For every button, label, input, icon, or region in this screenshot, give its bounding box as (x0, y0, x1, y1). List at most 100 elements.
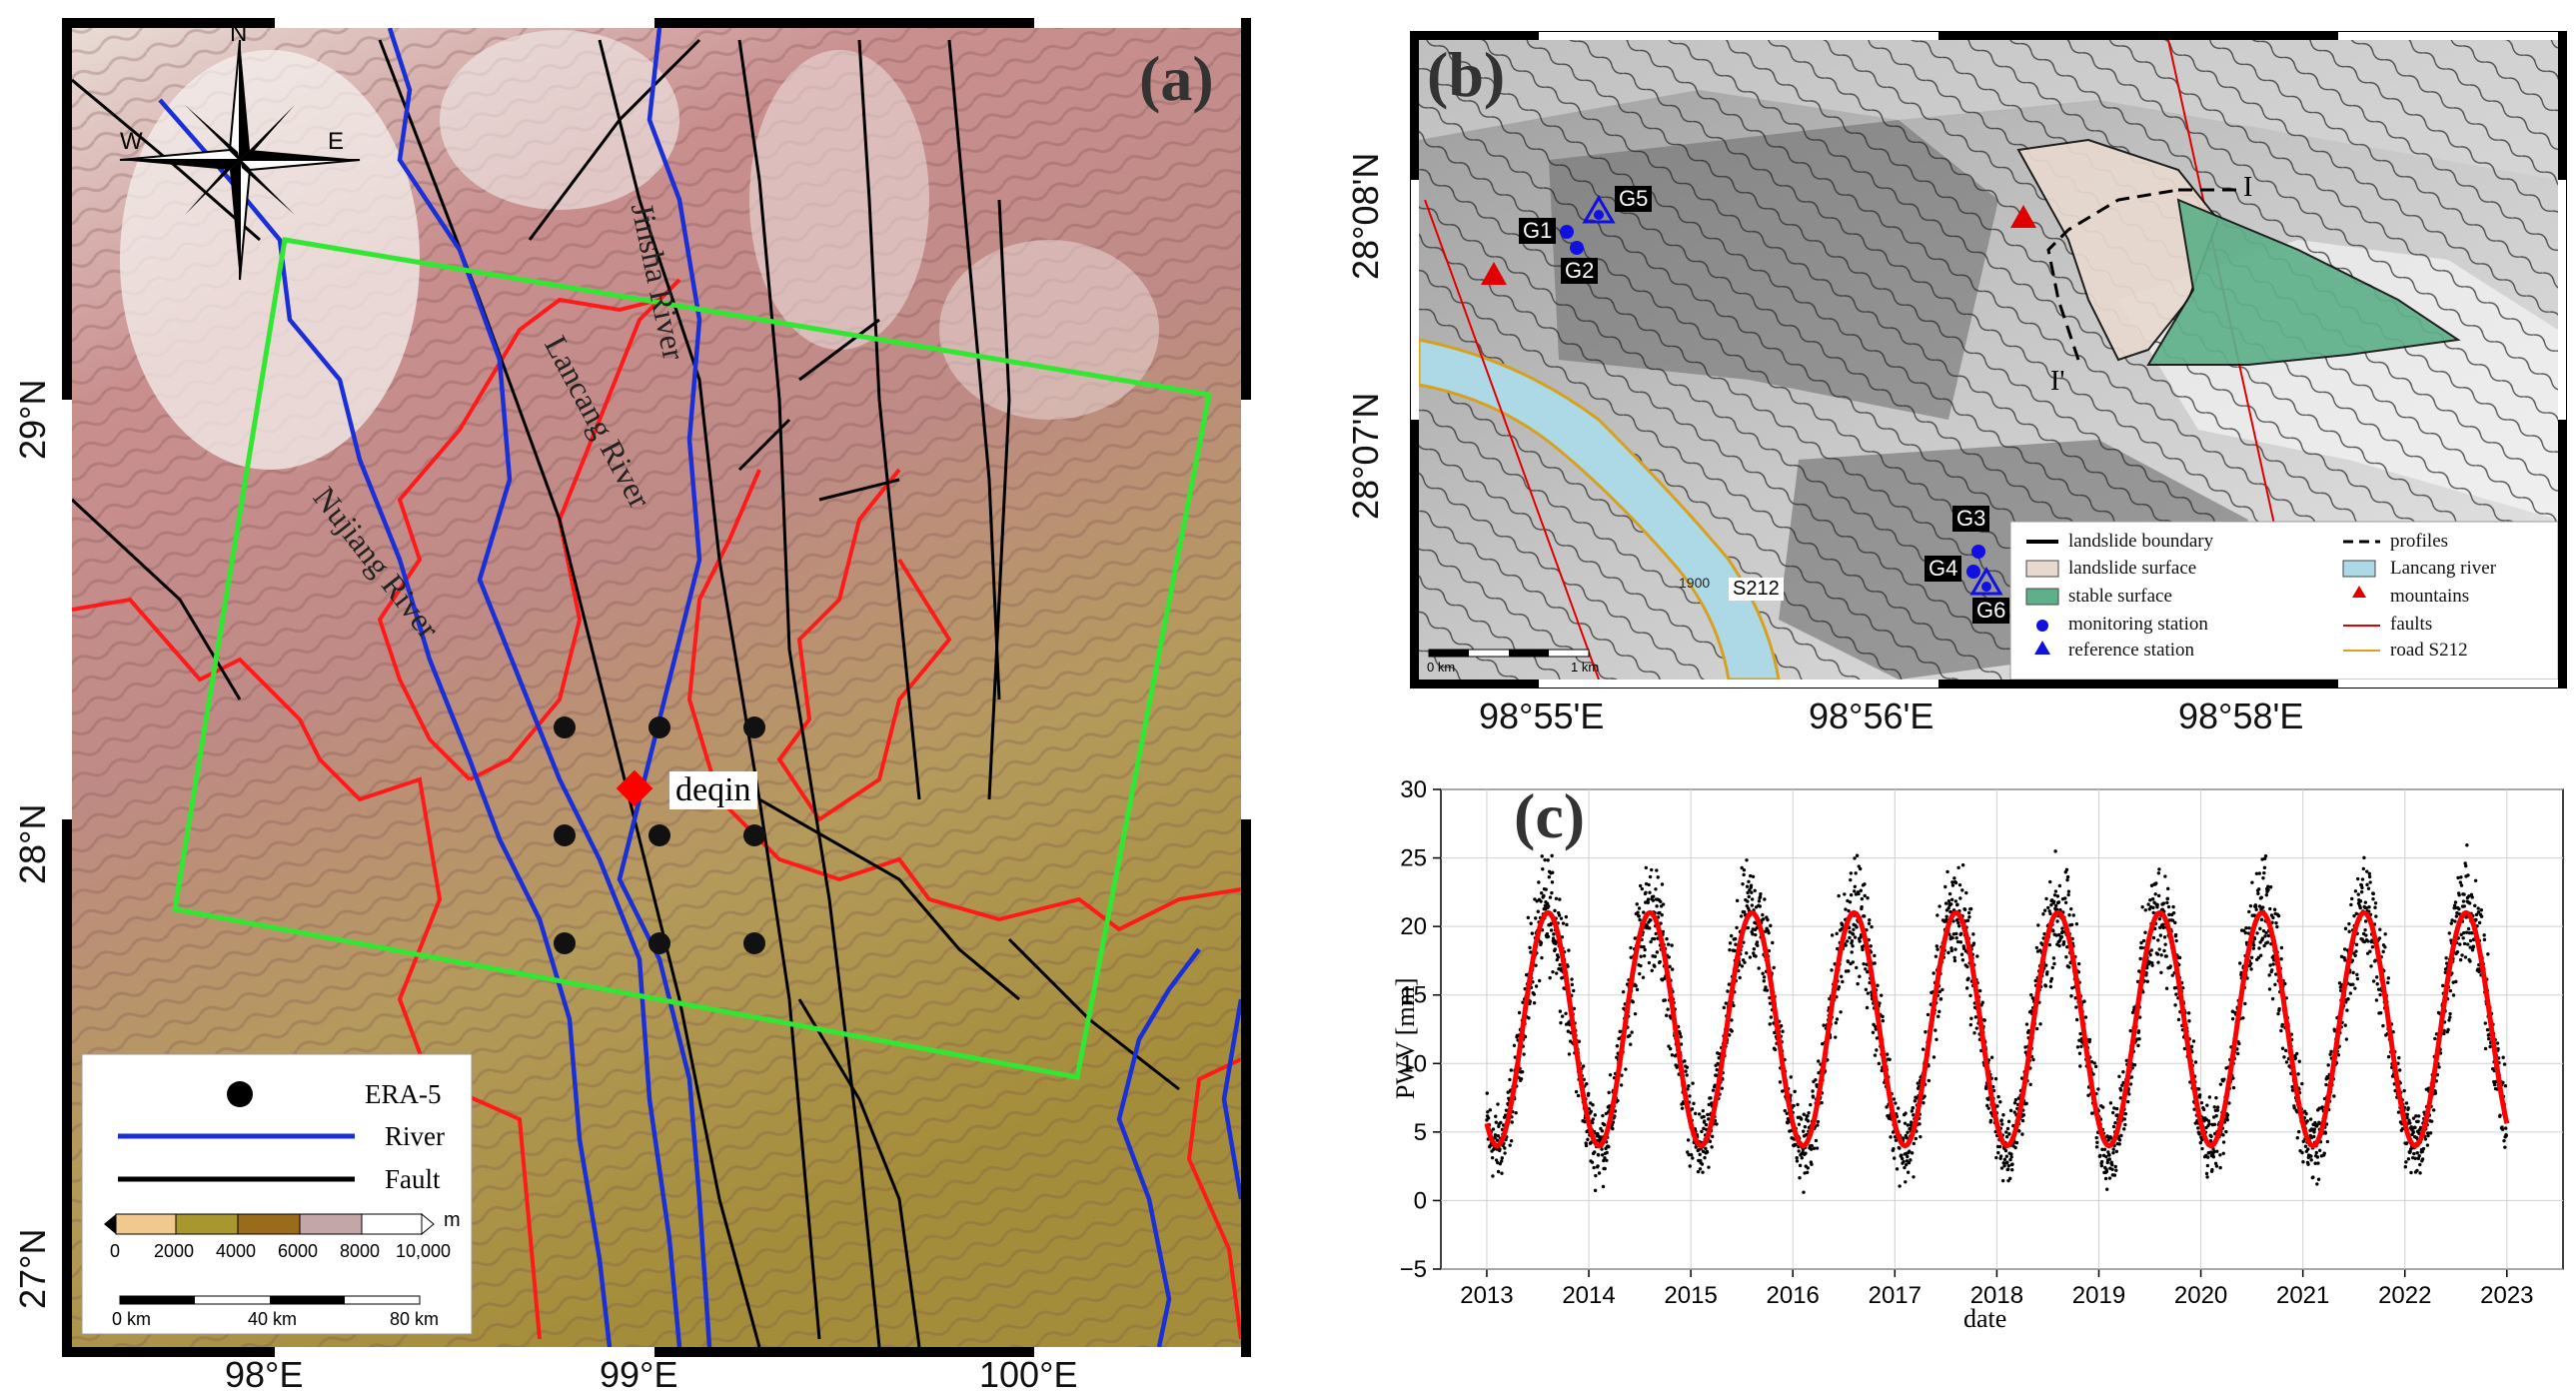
pwv-point (1935, 1014, 1940, 1018)
pwv-point (1734, 942, 1738, 946)
pwv-point (2024, 1101, 2028, 1106)
pwv-point (1943, 884, 1947, 889)
profile-end-i: I (2243, 172, 2253, 203)
pwv-point (2221, 1133, 2225, 1137)
pwv-point (1527, 1016, 1531, 1020)
pwv-point (2406, 1157, 2411, 1161)
pwv-point (1830, 968, 1834, 972)
pwv-point (2451, 980, 2455, 984)
pwv-point (1559, 1020, 1563, 1025)
pwv-point (2266, 887, 2270, 892)
pwv-point (1953, 880, 1958, 885)
pwv-point (2150, 897, 2155, 901)
pwv-point (1500, 1171, 1504, 1175)
pwv-point (1773, 1030, 1777, 1035)
pwv-point (1885, 1052, 1890, 1056)
pwv-point (2196, 1126, 2200, 1130)
pwv-point (2139, 945, 2144, 950)
pwv-point (2102, 1147, 2107, 1151)
pwv-point (2005, 1160, 2009, 1164)
pwv-point (2429, 1119, 2434, 1123)
pwv-point (1592, 1165, 1596, 1170)
pwv-point (1955, 939, 1960, 944)
pwv-point (1783, 1108, 1787, 1113)
pwv-point (1923, 1094, 1927, 1098)
pwv-point (2008, 1157, 2012, 1162)
pwv-point (2165, 896, 2170, 901)
pwv-point (2367, 904, 2371, 909)
pwv-point (2453, 900, 2458, 904)
pwv-point (2459, 875, 2463, 879)
pwv-point (2461, 936, 2465, 940)
pwv-point (2130, 1066, 2134, 1070)
pwv-point (1635, 987, 1640, 992)
pwv-point (2503, 1145, 2507, 1149)
pwv-point (2157, 867, 2161, 871)
pwv-point (2290, 1084, 2294, 1089)
pwv-point (2215, 1149, 2219, 1153)
pwv-point (2423, 1137, 2428, 1141)
pwv-point (1601, 1184, 1606, 1189)
pwv-point (2048, 979, 2053, 983)
pwv-point (2501, 1080, 2505, 1085)
pwv-point (2256, 891, 2260, 895)
pwv-point (1560, 1014, 1565, 1018)
pwv-point (2465, 843, 2469, 847)
pwv-point (1889, 1135, 1893, 1139)
pwv-point (1950, 935, 1954, 940)
pwv-point (1949, 902, 1953, 906)
pwv-point (2311, 1175, 2315, 1179)
y-tick-label: 25 (1400, 845, 1427, 872)
pwv-point (1873, 953, 1877, 958)
pwv-point (2002, 1157, 2007, 1162)
pwv-point (1496, 1134, 1500, 1138)
pwv-point (2114, 1106, 2119, 1111)
pwv-point (2396, 1110, 2401, 1114)
pwv-point (2117, 1138, 2122, 1142)
pwv-point (1602, 1158, 1606, 1163)
pwv-point (1522, 1052, 1526, 1056)
pwv-point (1997, 1144, 2002, 1149)
pwv-point (2409, 1170, 2413, 1175)
pwv-point (2241, 1016, 2245, 1020)
pwv-point (1539, 940, 1544, 945)
pwv-point (1902, 1136, 1906, 1140)
pwv-point (1738, 975, 1742, 980)
pwv-point (1881, 1014, 1885, 1019)
pwv-point (2381, 949, 2385, 954)
pwv-point (1724, 1001, 1728, 1005)
pwv-point (2316, 1161, 2320, 1165)
pwv-point (2316, 1177, 2321, 1181)
pwv-point (1733, 936, 1738, 941)
pwv-point (2205, 1163, 2210, 1168)
pwv-point (2151, 935, 2156, 940)
pwv-point (2141, 938, 2146, 943)
pwv-point (1794, 1142, 1798, 1147)
pwv-point (1552, 938, 1557, 943)
pwv-point (2052, 961, 2056, 966)
pwv-point (2008, 1108, 2013, 1113)
pwv-point (1858, 974, 1862, 978)
pwv-point (2054, 933, 2058, 937)
pwv-point (1849, 892, 1854, 897)
pwv-point (1906, 1130, 1910, 1134)
pwv-point (1643, 947, 1647, 952)
pwv-point (2243, 930, 2248, 935)
pwv-point (1953, 947, 1957, 951)
pwv-point (2402, 1088, 2406, 1093)
pwv-point (2165, 886, 2170, 891)
pwv-point (1589, 1109, 1594, 1114)
pwv-point (1496, 1102, 1500, 1106)
pwv-point (2295, 1135, 2299, 1140)
pwv-point (2353, 953, 2357, 957)
pwv-point (2459, 932, 2463, 937)
pwv-point (1998, 1154, 2003, 1158)
pwv-point (1680, 1106, 1685, 1110)
pwv-point (2211, 1155, 2216, 1159)
pwv-point (2376, 987, 2381, 991)
pwv-point (2094, 1145, 2099, 1149)
pwv-point (1952, 955, 1956, 959)
pwv-point (1964, 890, 1968, 895)
pwv-point (2200, 1137, 2204, 1142)
pwv-point (2448, 988, 2453, 993)
